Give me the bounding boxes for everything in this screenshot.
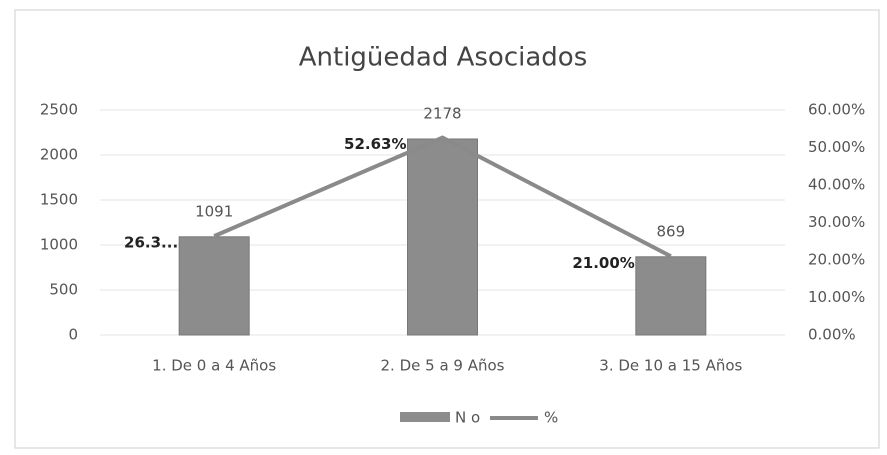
y-tick-label: 1000 (40, 236, 78, 254)
bar (635, 256, 707, 336)
line-value-label: 52.63% (344, 135, 406, 153)
legend-label: % (544, 409, 558, 427)
y2-tick-label: 60.00% (808, 101, 865, 119)
y2-tick-label: 50.00% (808, 138, 865, 156)
x-tick-label: 2. De 5 a 9 Años (381, 357, 505, 375)
legend-label: N o (455, 409, 480, 427)
chart-title: Antigüedad Asociados (299, 43, 588, 73)
bar (407, 138, 478, 336)
x-tick-label: 3. De 10 a 15 Años (599, 357, 742, 375)
line (213, 135, 672, 259)
bar (178, 236, 250, 336)
y2-tick-label: 10.00% (808, 288, 865, 306)
y-tick-label: 1500 (40, 191, 78, 209)
line-value-label: 21.00% (572, 254, 634, 272)
bar-value-label: 2178 (423, 104, 461, 122)
y2-tick-label: 40.00% (808, 176, 865, 194)
y-tick-label: 2500 (40, 101, 78, 119)
legend-swatch (400, 412, 450, 422)
x-tick-label: 1. De 0 a 4 Años (152, 357, 276, 375)
bar-value-label: 1091 (195, 202, 233, 220)
bar-value-label: 869 (657, 222, 686, 240)
y-tick-label: 2000 (40, 146, 78, 164)
y2-tick-label: 30.00% (808, 213, 865, 231)
y-tick-label: 500 (49, 281, 78, 299)
y-tick-label: 0 (68, 326, 78, 344)
line-value-label: 26.3... (124, 234, 178, 252)
y2-tick-label: 20.00% (808, 251, 865, 269)
y2-tick-label: 0.00% (808, 326, 856, 344)
